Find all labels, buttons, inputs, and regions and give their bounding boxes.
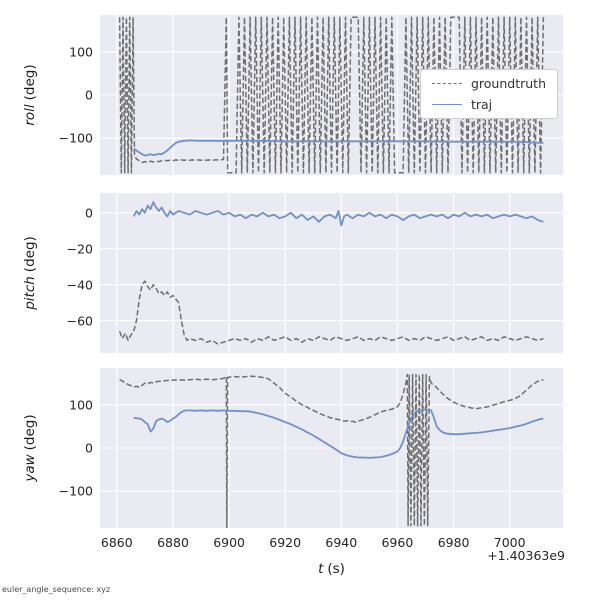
legend-item-traj: traj — [431, 97, 546, 112]
yaw-axis-label-var: yaw — [22, 454, 38, 482]
series-line-traj — [133, 408, 544, 459]
subplot-pitch: 0 −20 −40 −60 — [67, 193, 563, 353]
x-tick-label: 6980 — [437, 535, 470, 550]
x-tick-label: 7000 — [493, 535, 526, 550]
y-tick-label: 100 — [69, 44, 93, 60]
y-tick-label: 100 — [69, 397, 93, 413]
series-line-groundtruth — [118, 280, 544, 345]
x-tick-label: 6900 — [213, 535, 245, 550]
yaw-axis-label: yaw (deg) — [22, 414, 38, 481]
pitch-axis-label-var: pitch — [22, 276, 38, 310]
y-tick-label: −20 — [66, 241, 93, 257]
y-tick-label: −100 — [58, 483, 93, 499]
groundtruth-line-sample-icon — [431, 83, 462, 84]
y-tick-label: 0 — [85, 205, 93, 221]
y-tick-label: 0 — [85, 87, 93, 103]
legend-item-groundtruth: groundtruth — [431, 76, 546, 91]
legend-label-groundtruth: groundtruth — [470, 76, 546, 91]
series-line-traj — [132, 201, 544, 227]
x-tick-label: 6920 — [269, 535, 302, 550]
subplot-yaw: 100 0 −100 6860 6880 6900 6920 6940 6960 6980 7000 — [59, 368, 563, 550]
yaw-plot-canvas — [100, 368, 563, 528]
legend-label-traj: traj — [470, 97, 493, 112]
series-line-traj — [133, 139, 544, 157]
y-tick-label: −40 — [66, 277, 93, 293]
roll-axis-label: roll (deg) — [22, 64, 38, 125]
x-axis-label-var: t — [318, 561, 324, 577]
pitch-axis-label-unit: (deg) — [22, 236, 38, 273]
x-axis-offset: +1.40363e9 — [487, 548, 565, 563]
x-axis-label: t (s) — [100, 561, 563, 577]
pitch-plot-canvas — [100, 193, 563, 353]
footnote: euler_angle_sequence: xyz — [2, 585, 111, 594]
x-tick-label: 6960 — [381, 535, 414, 550]
x-axis-label-unit: (s) — [327, 561, 345, 577]
y-tick-label: −100 — [58, 130, 93, 146]
yaw-axis-label-unit: (deg) — [22, 414, 38, 451]
legend: groundtruth traj — [419, 69, 558, 119]
subplot-roll: groundtruth traj 100 0 −100 — [59, 15, 563, 175]
series-line-groundtruth — [118, 16, 545, 174]
x-tick-label: 6860 — [100, 535, 133, 550]
x-tick-label: 6940 — [325, 535, 358, 550]
x-tick-label: 6880 — [157, 535, 189, 550]
y-tick-label: −60 — [66, 313, 93, 329]
roll-axis-label-unit: (deg) — [22, 64, 38, 101]
traj-line-sample-icon — [431, 104, 462, 105]
roll-axis-label-var: roll — [22, 104, 38, 126]
series-line-groundtruth — [119, 373, 544, 528]
pitch-axis-label: pitch (deg) — [22, 236, 38, 310]
y-tick-label: 0 — [85, 440, 93, 456]
